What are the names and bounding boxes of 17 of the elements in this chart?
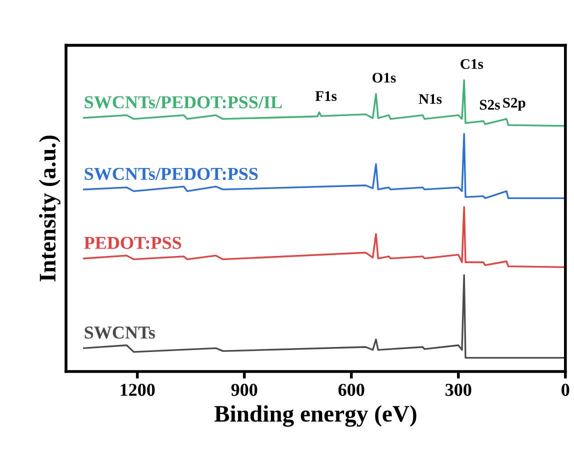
series-label: SWCNTs/PEDOT:PSS/IL	[84, 96, 282, 108]
annotation: S2s	[480, 100, 500, 110]
annotation: N1s	[418, 94, 442, 104]
x-tick-label: 300	[446, 384, 472, 396]
series-label: SWCNTs/PEDOT:PSS	[84, 168, 258, 180]
annotation: O1s	[372, 72, 396, 83]
series-label: PEDOT:PSS	[84, 236, 182, 250]
x-tick-label: 600	[338, 384, 364, 396]
annotation: S2p	[503, 98, 526, 111]
x-axis-title: Binding energy (eV)	[214, 405, 416, 427]
x-tick-label: 1200	[120, 384, 155, 396]
x-tick-label: 900	[231, 384, 258, 396]
annotation: C1s	[460, 59, 484, 69]
annotation: F1s	[315, 91, 337, 101]
series-label: SWCNTs	[84, 326, 155, 339]
x-tick-label: 0	[562, 384, 570, 396]
y-axis-title: Intensity (a.u.)	[38, 136, 60, 282]
